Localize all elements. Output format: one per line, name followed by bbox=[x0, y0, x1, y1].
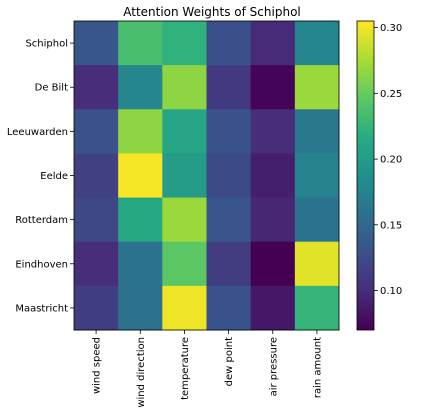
heatmap-cell bbox=[162, 109, 207, 154]
row-label: De Bilt bbox=[35, 83, 68, 94]
row-label: Eindhoven bbox=[15, 259, 68, 270]
heatmap-cell bbox=[250, 21, 296, 66]
heatmap-cell bbox=[74, 21, 119, 66]
colorbar bbox=[357, 21, 374, 330]
heatmap-cell bbox=[206, 153, 252, 199]
colorbar-tick-label: 0.10 bbox=[380, 286, 402, 297]
heatmap-cell bbox=[250, 153, 296, 199]
heatmap-cell bbox=[206, 285, 252, 331]
column-label: rain amount bbox=[312, 337, 323, 398]
heatmap-cell bbox=[74, 241, 119, 287]
heatmap-cell bbox=[162, 285, 207, 331]
heatmap-cell bbox=[294, 241, 340, 287]
row-label: Rotterdam bbox=[15, 215, 68, 226]
row-label: Schiphol bbox=[25, 39, 68, 50]
heatmap-cell bbox=[250, 109, 296, 154]
column-ticks: wind speed wind direction temperature dew p… bbox=[92, 330, 323, 408]
heatmap-cell bbox=[74, 285, 119, 331]
heatmap-cell bbox=[118, 109, 163, 154]
heatmap-cell bbox=[74, 65, 119, 110]
heatmap-cell bbox=[118, 65, 163, 110]
heatmap-cell bbox=[118, 241, 163, 287]
heatmap-cell bbox=[118, 21, 163, 66]
heatmap-cell bbox=[74, 109, 119, 154]
heatmap-cell bbox=[250, 285, 296, 331]
heatmap-cell bbox=[250, 197, 296, 243]
column-label: dew point bbox=[224, 337, 235, 386]
colorbar-tick-label: 0.25 bbox=[380, 89, 402, 100]
heatmap-cell bbox=[74, 153, 119, 199]
heatmap-cell bbox=[294, 153, 340, 199]
column-label: wind direction bbox=[136, 337, 147, 408]
column-label: wind speed bbox=[92, 337, 103, 394]
colorbar-tick-label: 0.15 bbox=[380, 220, 402, 231]
column-label: temperature bbox=[180, 337, 191, 400]
column-label: air pressure bbox=[268, 337, 279, 396]
row-label: Maastricht bbox=[15, 303, 68, 314]
heatmap-cell bbox=[206, 21, 252, 66]
row-label: Eelde bbox=[40, 171, 68, 182]
row-ticks: Schiphol De Bilt Leeuwarden Eelde Rotterdam E… bbox=[7, 39, 74, 314]
heatmap-cell bbox=[118, 197, 163, 243]
row-label: Leeuwarden bbox=[7, 127, 68, 138]
heatmap-cell bbox=[74, 197, 119, 243]
colorbar-ticks: 0.10 0.15 0.20 0.25 0.30 bbox=[374, 23, 402, 297]
heatmap-cell bbox=[206, 109, 252, 154]
heatmap-cell bbox=[162, 197, 207, 243]
heatmap-cell bbox=[206, 197, 252, 243]
heatmap-cell bbox=[294, 109, 340, 154]
heatmap-cell bbox=[250, 241, 296, 287]
heatmap-cell bbox=[206, 65, 252, 110]
heatmap-cells bbox=[74, 21, 340, 331]
heatmap-cell bbox=[162, 153, 207, 199]
heatmap-cell bbox=[118, 285, 163, 331]
heatmap-cell bbox=[250, 65, 296, 110]
colorbar-tick-label: 0.30 bbox=[380, 23, 402, 34]
heatmap-cell bbox=[162, 65, 207, 110]
chart-title: Attention Weights of Schiphol bbox=[123, 5, 301, 19]
heatmap-cell bbox=[294, 285, 340, 331]
heatmap-cell bbox=[294, 197, 340, 243]
heatmap-cell bbox=[206, 241, 252, 287]
heatmap-cell bbox=[294, 65, 340, 110]
colorbar-frame bbox=[356, 20, 375, 331]
heatmap-cell bbox=[162, 241, 207, 287]
heatmap-cell bbox=[294, 21, 340, 66]
heatmap-cell bbox=[162, 21, 207, 66]
heatmap-cell bbox=[118, 153, 163, 199]
colorbar-tick-label: 0.20 bbox=[380, 155, 402, 166]
